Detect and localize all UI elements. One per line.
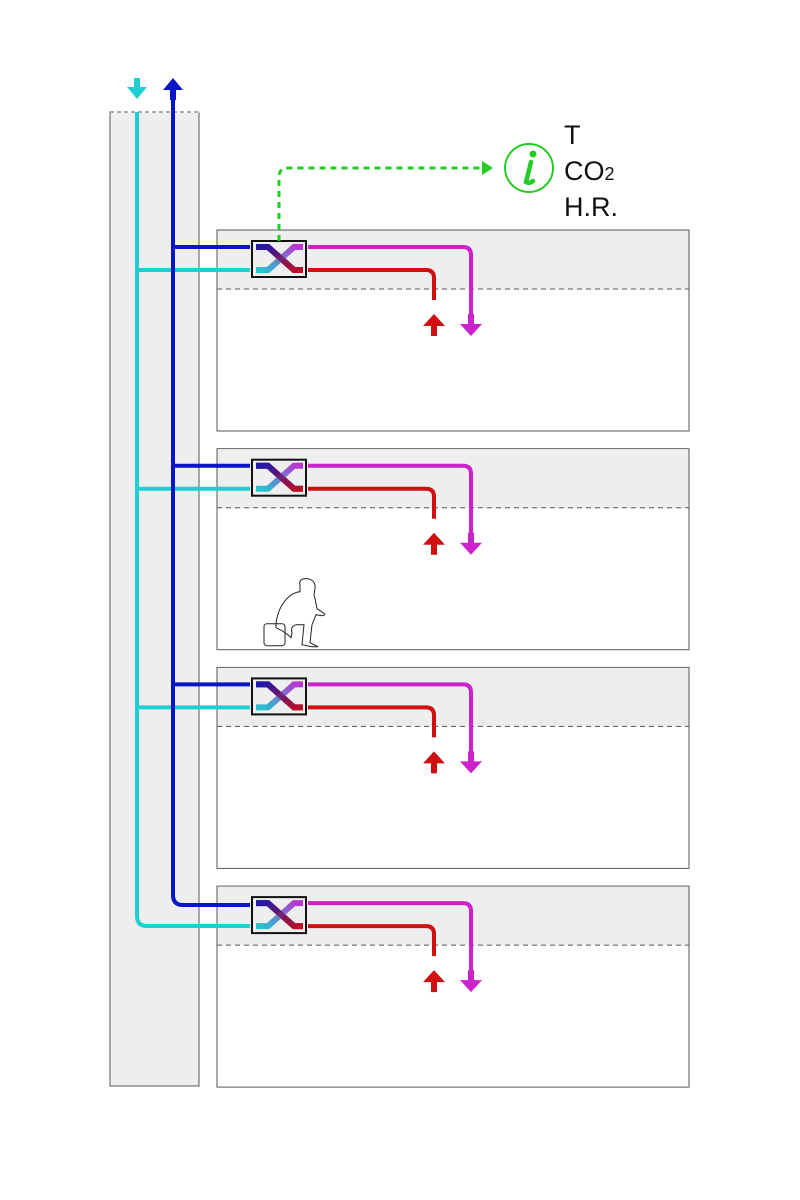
supply-arrow-icon — [460, 532, 482, 555]
floor-1 — [137, 229, 690, 432]
extract-arrow-icon — [423, 751, 445, 774]
extract-air-duct — [308, 924, 436, 957]
heat-recovery-unit — [251, 677, 307, 716]
supply-air-duct — [308, 901, 473, 985]
fresh-air-riser — [135, 112, 250, 928]
extract-air-duct — [308, 268, 436, 300]
supply-arrow-icon — [460, 751, 482, 774]
seated-person-icon — [263, 578, 326, 648]
sensor-label-temperature: T — [564, 120, 581, 150]
supply-arrow-icon — [460, 314, 482, 336]
sensor-label-co2: CO2 — [564, 156, 615, 186]
vertical-shaft — [109, 111, 200, 1087]
heat-recovery-unit — [251, 240, 307, 278]
extract-arrow-icon — [423, 314, 445, 336]
extract-air-duct — [308, 705, 436, 738]
extract-arrow-icon — [423, 532, 445, 555]
fresh-air-inlet-arrow-icon — [127, 78, 147, 99]
exhaust-outlet-arrow-icon — [163, 78, 183, 100]
heat-recovery-unit — [251, 896, 307, 935]
info-icon — [504, 143, 554, 193]
heat-recovery-unit — [251, 458, 307, 497]
supply-air-duct — [308, 245, 473, 328]
sensor-arrow-icon — [482, 161, 493, 175]
floor-4 — [216, 885, 690, 1088]
extract-air-duct — [308, 486, 436, 519]
supply-air-duct — [308, 682, 473, 766]
exhaust-air-riser — [171, 90, 250, 907]
sensor-signal-line — [277, 166, 482, 241]
sensor-label-relative-humidity: H.R. — [564, 192, 618, 222]
supply-arrow-icon — [460, 970, 482, 993]
floor-2 — [137, 448, 690, 651]
extract-arrow-icon — [423, 970, 445, 993]
floor-3 — [137, 666, 690, 869]
supply-air-duct — [308, 463, 473, 547]
